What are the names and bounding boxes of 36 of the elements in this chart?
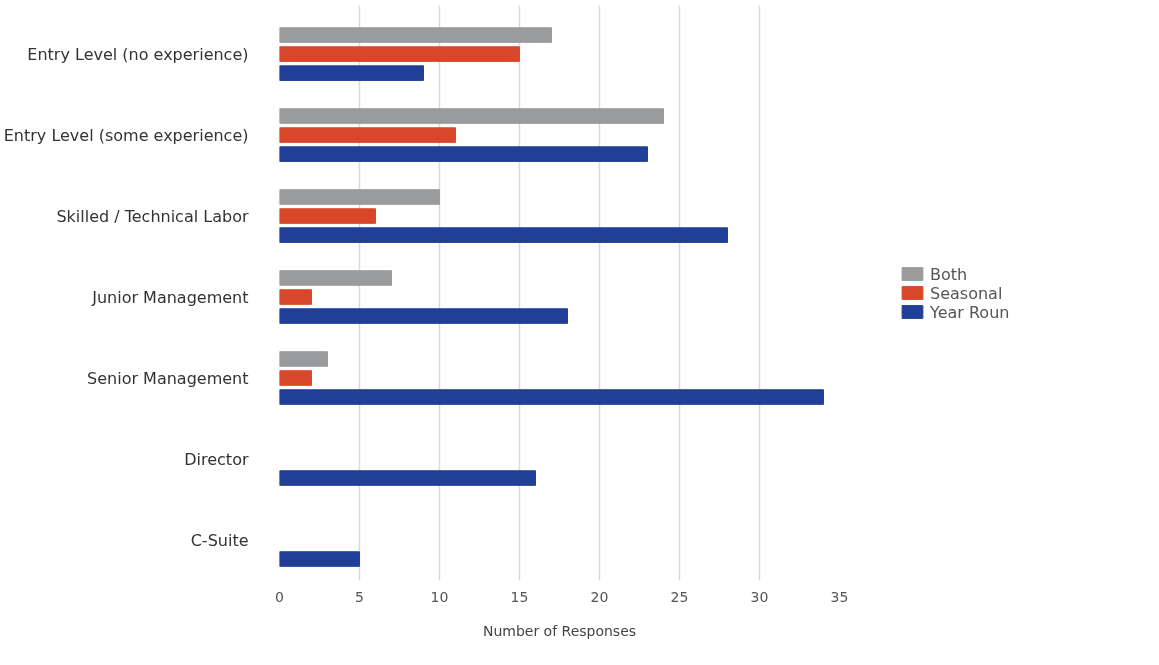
y-tick-label: Junior Management (91, 287, 249, 307)
x-tick-label: 20 (590, 588, 609, 605)
x-tick-label: 0 (275, 588, 284, 605)
x-tick-label: 10 (430, 588, 449, 605)
bar (279, 127, 456, 143)
bar (279, 108, 664, 124)
y-tick-label: C-Suite (190, 530, 249, 550)
legend-label: Seasonal (930, 283, 1003, 302)
bar (279, 27, 552, 43)
bar (279, 189, 440, 205)
x-tick-label: 5 (355, 588, 364, 605)
bar (279, 308, 568, 324)
bar (279, 389, 824, 405)
y-tick-label: Skilled / Technical Labor (56, 206, 249, 226)
y-tick-label: Entry Level (no experience) (27, 44, 249, 64)
x-tick-label: 35 (830, 588, 849, 605)
x-axis-title: Number of Responses (482, 622, 637, 639)
bar (279, 227, 728, 243)
legend-label: Both (930, 264, 968, 283)
y-tick-label: Senior Management (87, 368, 249, 388)
bar (279, 551, 360, 567)
bar (279, 46, 520, 62)
x-tick-label: 30 (750, 588, 769, 605)
bar (279, 289, 312, 305)
bar (279, 65, 424, 81)
y-tick-label: Entry Level (some experience) (3, 125, 249, 145)
y-tick-label: Director (184, 449, 249, 469)
bar (279, 470, 536, 486)
bar (279, 370, 312, 386)
bar (279, 146, 648, 162)
bar (279, 208, 376, 224)
legend-label: Year Roun (930, 302, 1010, 321)
bar (279, 270, 392, 286)
x-tick-label: 15 (510, 588, 529, 605)
x-tick-label: 25 (670, 588, 689, 605)
bar (279, 351, 328, 367)
